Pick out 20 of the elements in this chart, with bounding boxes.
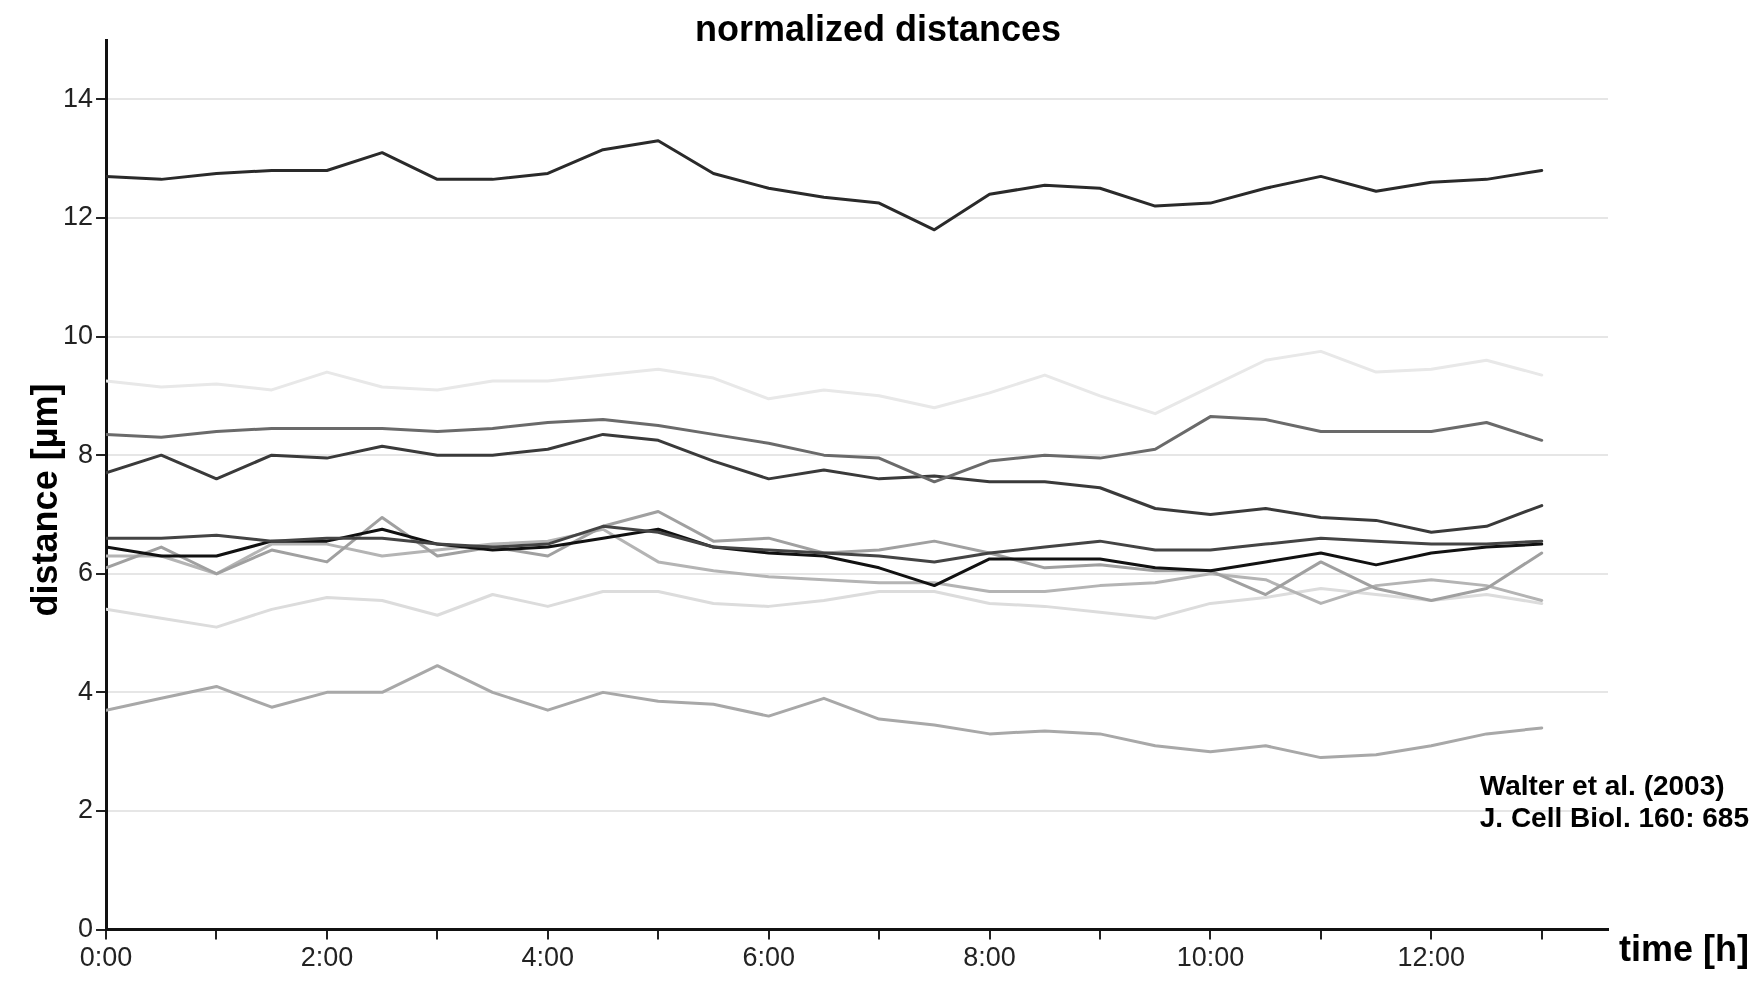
x-tick-label: 2:00 — [300, 942, 354, 973]
x-tick-label: 8:00 — [963, 942, 1016, 973]
annotation: Walter et al. (2003) — [1479, 770, 1726, 802]
x-tick-label: 0:00 — [79, 942, 133, 973]
y-tick-label: 2 — [78, 794, 94, 825]
y-tick-label: 10 — [62, 319, 94, 350]
y-tick-label: 12 — [62, 201, 94, 232]
x-tick-label: 10:00 — [1176, 942, 1245, 973]
y-tick-label: 8 — [78, 438, 94, 469]
x-tick-label: 12:00 — [1397, 942, 1466, 973]
y-tick-label: 0 — [78, 913, 94, 944]
y-tick-label: 14 — [62, 82, 94, 113]
y-tick-label: 6 — [78, 557, 94, 588]
chart-title: normalized distances — [693, 8, 1063, 50]
x-axis-title: time [h] — [1619, 928, 1749, 970]
x-tick-label: 4:00 — [521, 942, 575, 973]
y-tick-label: 4 — [78, 675, 94, 706]
x-tick-label: 6:00 — [742, 942, 795, 973]
y-axis-title: distance [µm] — [24, 383, 66, 617]
annotation: J. Cell Biol. 160: 685 — [1479, 802, 1749, 834]
